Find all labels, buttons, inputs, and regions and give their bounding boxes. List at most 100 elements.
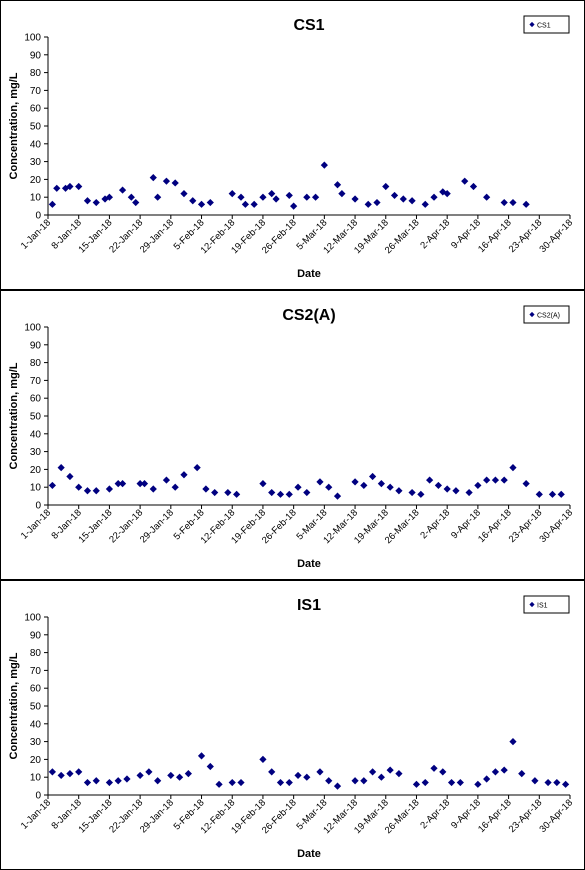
y-tick-label: 70	[30, 666, 42, 677]
chart-title: CS2(A)	[282, 307, 335, 324]
data-point	[162, 177, 171, 185]
data-point	[272, 195, 280, 203]
chart-title: CS1	[293, 17, 324, 34]
data-point	[548, 490, 557, 498]
data-point	[500, 198, 508, 207]
data-point	[443, 485, 451, 493]
x-axis-title: Date	[297, 848, 321, 860]
data-point	[369, 472, 377, 481]
data-point	[303, 193, 311, 201]
data-point	[233, 490, 241, 498]
legend-box	[523, 595, 570, 614]
data-point	[237, 778, 245, 787]
data-point	[167, 771, 175, 780]
y-tick-label: 70	[30, 86, 42, 97]
data-point	[180, 471, 188, 479]
y-tick-label: 100	[24, 323, 41, 334]
y-tick-label: 30	[30, 737, 42, 748]
data-point	[390, 191, 399, 200]
data-point	[469, 182, 478, 191]
data-point	[285, 490, 293, 498]
chart-panel-2: CS2(A)01020304050607080901001-Jan-188-Ja…	[0, 290, 585, 580]
data-point	[461, 177, 469, 185]
data-point	[241, 200, 249, 208]
y-tick-label: 0	[35, 501, 41, 512]
y-tick-label: 40	[30, 719, 42, 730]
data-point	[509, 198, 517, 207]
data-point	[557, 490, 565, 498]
data-point	[522, 480, 530, 488]
chart-title: IS1	[297, 597, 321, 614]
y-tick-label: 10	[30, 483, 42, 494]
data-point	[259, 480, 267, 488]
data-point	[276, 490, 285, 498]
y-tick-label: 20	[30, 175, 42, 186]
data-point	[154, 193, 162, 201]
y-tick-label: 70	[30, 376, 42, 387]
data-point	[215, 780, 223, 788]
data-point	[202, 485, 210, 493]
data-point	[377, 773, 385, 781]
data-point	[171, 483, 179, 491]
data-point	[452, 487, 460, 495]
legend-label: CS2(A)	[537, 313, 560, 320]
data-point	[75, 182, 83, 191]
data-point	[118, 186, 127, 194]
data-point	[184, 770, 192, 778]
data-point	[483, 193, 491, 201]
data-point	[228, 778, 236, 787]
data-point	[197, 752, 206, 760]
y-axis-title: Concentration, mg/L	[8, 362, 20, 469]
data-point	[105, 193, 114, 201]
data-point	[154, 777, 162, 785]
data-point	[123, 775, 131, 783]
data-point	[105, 778, 114, 787]
data-point	[48, 768, 56, 776]
legend-box	[523, 305, 570, 324]
data-point	[338, 190, 346, 198]
data-point	[316, 478, 324, 486]
y-tick-label: 20	[30, 465, 42, 476]
data-point	[439, 768, 447, 776]
data-point	[333, 782, 342, 790]
data-point	[145, 768, 153, 776]
data-point	[83, 197, 92, 205]
legend-label: CS1	[537, 23, 551, 30]
y-tick-label: 100	[24, 613, 41, 624]
data-point	[426, 476, 434, 484]
data-point	[351, 478, 359, 486]
data-point	[360, 777, 368, 785]
data-point	[206, 762, 214, 771]
data-point	[483, 775, 491, 783]
data-point	[57, 464, 65, 472]
data-point	[92, 777, 100, 785]
y-tick-label: 30	[30, 157, 42, 168]
data-point	[491, 476, 500, 484]
data-point	[149, 485, 157, 493]
data-point	[193, 464, 201, 472]
data-point	[290, 202, 298, 210]
data-point	[316, 768, 324, 776]
data-point	[303, 488, 311, 497]
data-point	[412, 780, 421, 788]
data-point	[535, 490, 543, 498]
data-point	[303, 773, 311, 781]
data-point	[140, 480, 149, 488]
data-point	[325, 483, 333, 491]
data-point	[114, 480, 122, 488]
data-point	[180, 190, 188, 198]
data-point	[136, 771, 144, 780]
chart-panel-3: IS101020304050607080901001-Jan-188-Jan-1…	[0, 580, 585, 870]
data-point	[395, 770, 403, 778]
data-point	[118, 480, 127, 488]
data-point	[531, 777, 539, 785]
data-point	[57, 771, 65, 780]
data-point	[105, 485, 114, 493]
y-tick-label: 50	[30, 702, 42, 713]
data-point	[197, 200, 206, 208]
data-point	[294, 771, 302, 780]
y-tick-label: 90	[30, 50, 42, 61]
x-axis-title: Date	[297, 268, 321, 280]
data-point	[553, 778, 561, 787]
y-tick-label: 90	[30, 630, 42, 641]
